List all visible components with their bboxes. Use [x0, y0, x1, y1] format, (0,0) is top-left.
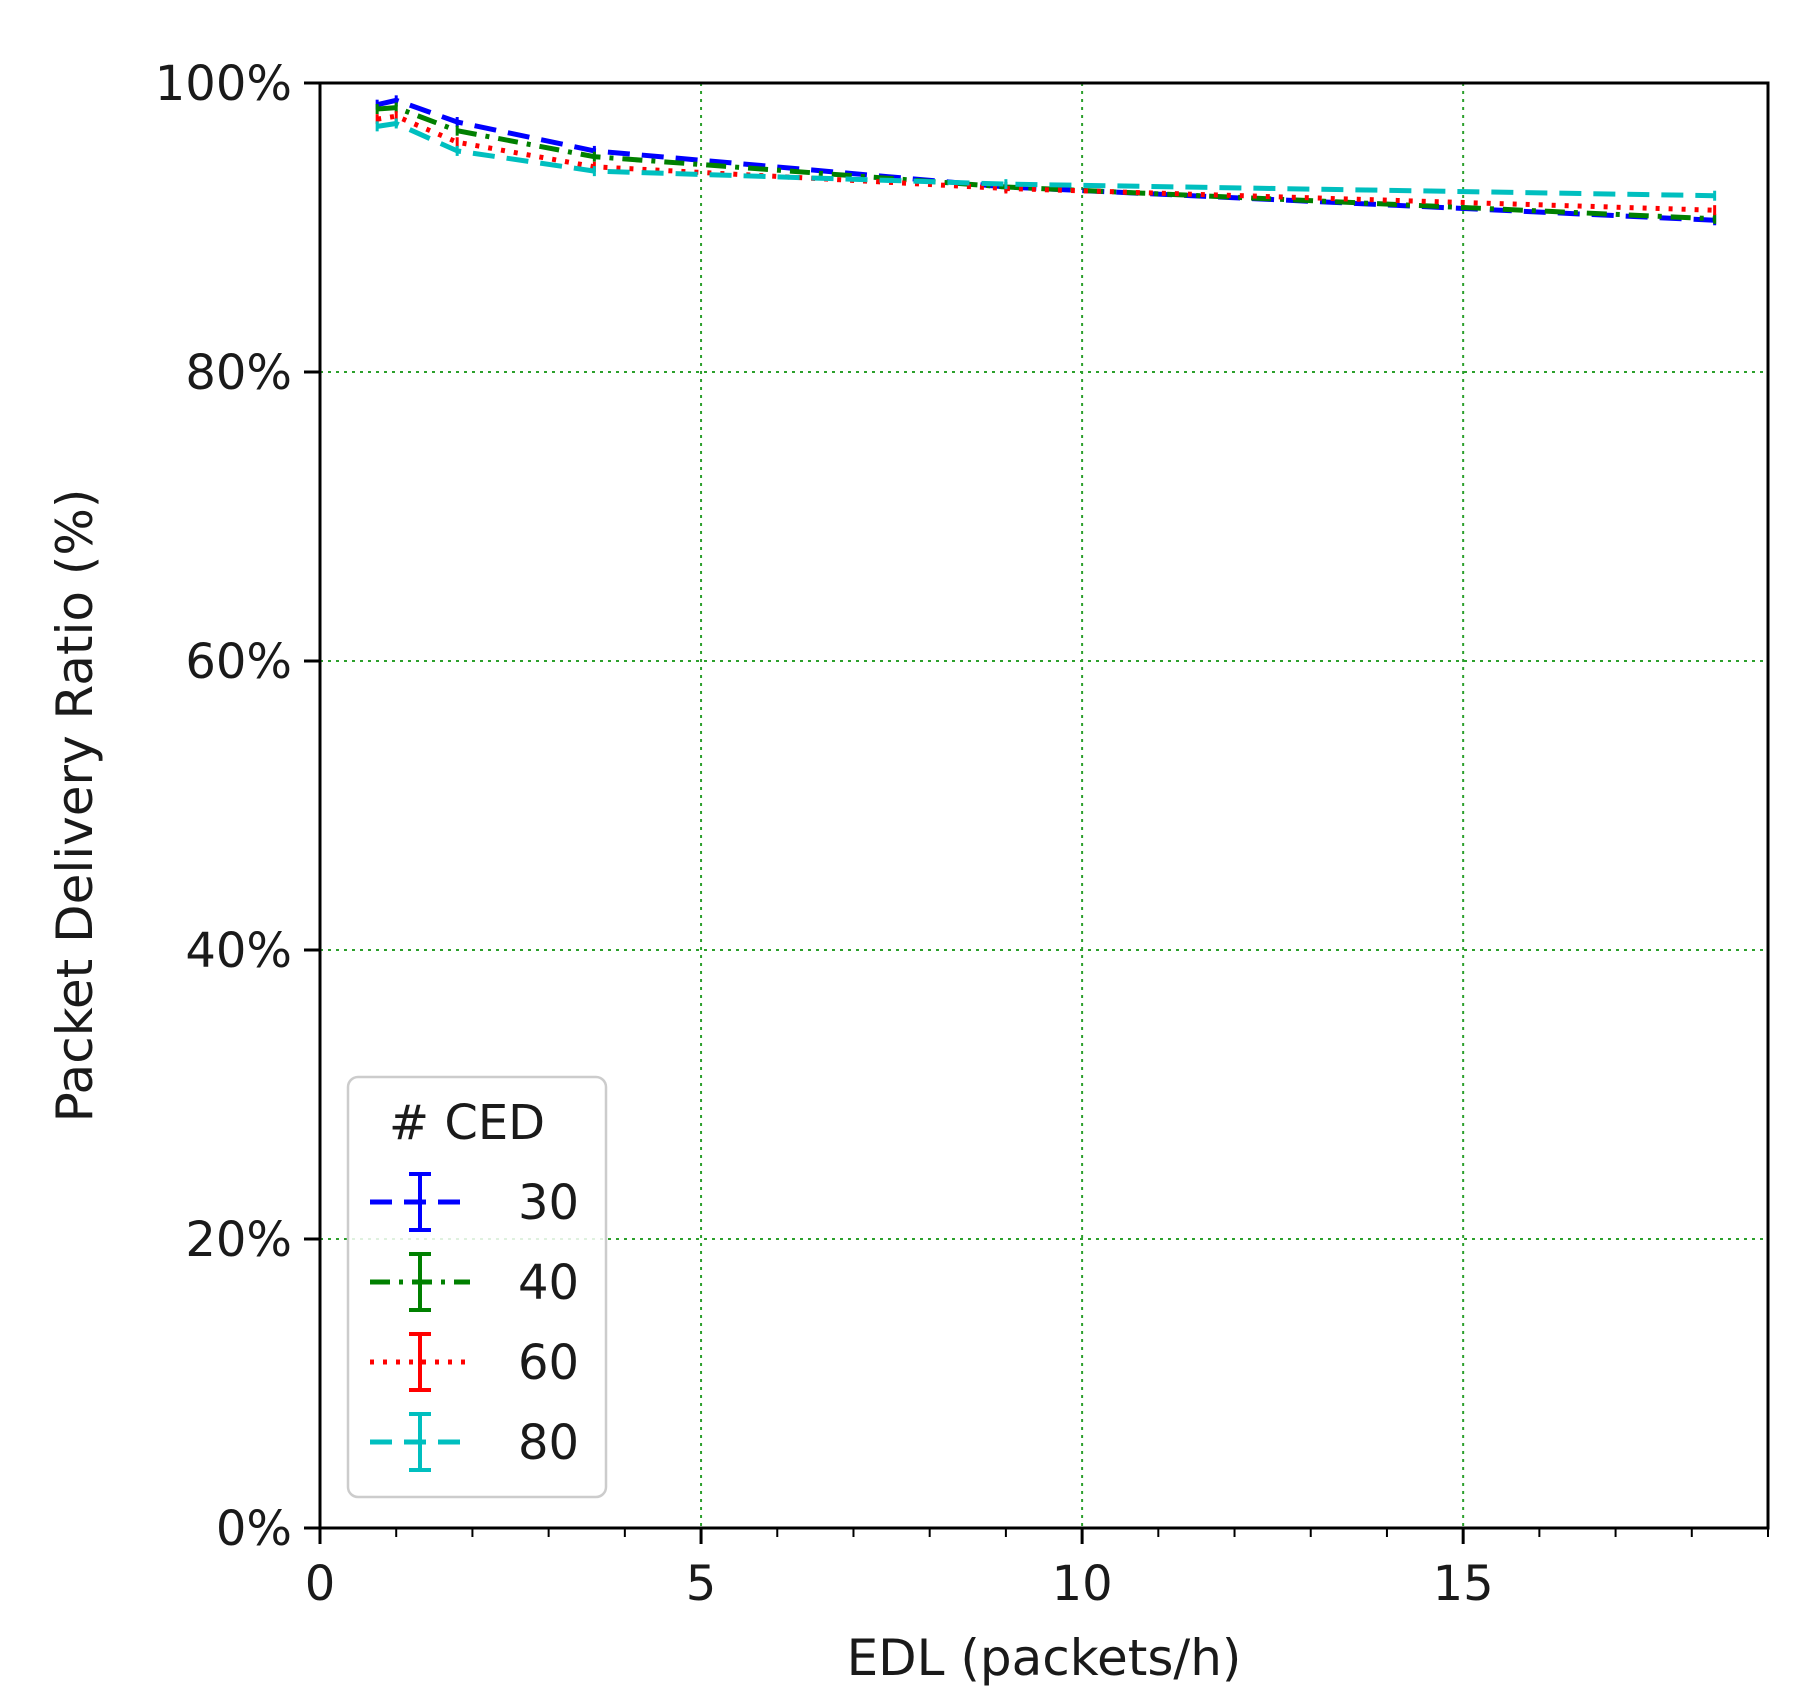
- x-tick-label: 15: [1433, 1556, 1494, 1612]
- series-line-80: [376, 121, 1715, 199]
- y-tick-label: 60%: [185, 634, 292, 690]
- x-axis-title: EDL (packets/h): [847, 1629, 1242, 1687]
- y-tick-label: 40%: [185, 923, 292, 979]
- series-lines: [375, 95, 1717, 226]
- legend-label-80: 80: [518, 1415, 579, 1471]
- plot-frame: [318, 81, 1770, 1530]
- y-tick-label: 100%: [155, 56, 292, 112]
- series-line-60: [376, 113, 1715, 213]
- x-tick-label: 0: [305, 1556, 336, 1612]
- y-tick-label: 20%: [185, 1212, 292, 1268]
- legend-label-60: 60: [518, 1335, 579, 1391]
- x-tick-label: 10: [1052, 1556, 1113, 1612]
- y-tick-label: 0%: [216, 1501, 292, 1557]
- axis-ticks: 0 5 10 15 0% 20% 40% 60% 80% 100%: [155, 56, 1769, 1612]
- y-tick-label: 80%: [185, 345, 292, 401]
- legend-label-30: 30: [518, 1175, 579, 1231]
- x-tick-label: 5: [686, 1556, 717, 1612]
- y-axis-title: Packet Delivery Ratio (%): [46, 489, 104, 1123]
- legend-title: # CED: [389, 1095, 545, 1151]
- legend-entries: 30 40 60 80: [370, 1172, 579, 1472]
- legend-label-40: 40: [518, 1255, 579, 1311]
- series-line-40: [377, 105, 1715, 222]
- legend: # CED 30 40 60 80: [346, 1075, 608, 1499]
